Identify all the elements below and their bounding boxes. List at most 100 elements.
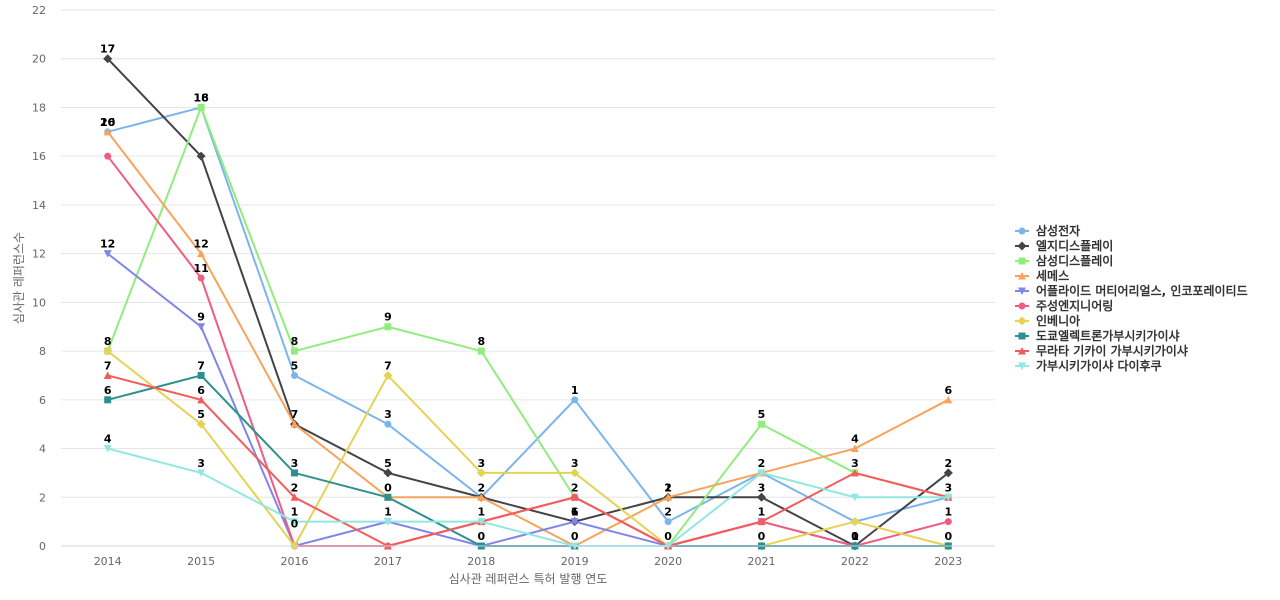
data-label: 1 [944, 506, 952, 519]
legend-marker [1018, 257, 1026, 265]
data-label: 4 [851, 433, 859, 446]
data-label: 12 [193, 238, 208, 251]
data-point [850, 493, 859, 502]
data-label: 2 [571, 481, 579, 494]
data-point [384, 493, 392, 501]
data-point [104, 396, 112, 404]
y-tick-label: 20 [32, 53, 46, 66]
data-label: 5 [197, 408, 205, 421]
x-tick-label: 2014 [94, 555, 122, 568]
y-axis-title: 심사관 레퍼런스수 [12, 232, 26, 324]
legend-label: 무라타 기카이 가부시키가이샤 [1036, 343, 1188, 358]
x-axis-title: 심사관 레퍼런스 특허 발행 연도 [449, 571, 608, 586]
data-point [664, 493, 673, 501]
series-1[interactable] [104, 103, 952, 526]
legend-label: 주성엔지니어링 [1036, 298, 1113, 313]
legend-marker [1018, 347, 1026, 355]
data-label: 1 [477, 506, 485, 519]
legend-item[interactable]: 주성엔지니어링 [1015, 298, 1113, 313]
legend-marker [1018, 272, 1026, 280]
legend-label: 삼성전자 [1036, 223, 1080, 238]
data-point [103, 54, 113, 64]
y-tick-label: 2 [39, 491, 46, 504]
legend-item[interactable]: 무라타 기카이 가부시키가이샤 [1015, 343, 1188, 358]
legend-item[interactable]: 가부시키가이샤 다이후쿠 [1015, 358, 1162, 373]
data-label: 3 [384, 408, 392, 421]
data-label: 3 [944, 481, 952, 494]
data-point [383, 468, 393, 478]
data-point [197, 103, 205, 111]
data-point [850, 517, 860, 527]
legend-item[interactable]: 세메스 [1015, 268, 1069, 283]
data-label: 0 [291, 518, 299, 531]
data-label: 2 [664, 481, 672, 494]
data-label: 9 [384, 311, 392, 324]
data-label: 1 [384, 506, 392, 519]
data-label: 1 [571, 506, 579, 519]
data-label: 1 [291, 506, 299, 519]
data-point [850, 444, 859, 453]
data-label: 17 [100, 43, 115, 56]
data-point [103, 371, 112, 379]
data-label: 1 [851, 530, 859, 543]
x-tick-label: 2022 [841, 555, 869, 568]
data-label: 3 [851, 457, 859, 470]
data-point [757, 492, 766, 502]
data-point [944, 518, 952, 526]
x-tick-label: 2023 [934, 555, 962, 568]
data-point [196, 151, 206, 161]
legend-item[interactable]: 삼성디스플레이 [1015, 253, 1113, 268]
data-point [103, 250, 112, 258]
data-point [477, 493, 486, 501]
legend-item[interactable]: 도쿄엘렉트론가부시키가이샤 [1015, 328, 1180, 343]
legend-marker [1018, 302, 1026, 310]
series-line [107, 374, 949, 548]
data-label: 6 [197, 384, 205, 397]
y-tick-label: 0 [39, 540, 46, 553]
data-point [477, 347, 485, 355]
series-line [107, 350, 949, 548]
data-label: 4 [104, 433, 112, 446]
data-point [571, 396, 579, 404]
data-label: 3 [197, 457, 205, 470]
legend-item[interactable]: 어플라이드 머티어리얼스, 인코포레이티드 [1015, 283, 1248, 298]
legend-item[interactable]: 인베니아 [1015, 313, 1080, 328]
data-point [477, 518, 486, 526]
data-point [104, 152, 112, 160]
legend-label: 가부시키가이샤 다이후쿠 [1036, 358, 1162, 373]
data-point [757, 469, 766, 477]
legend-marker [1018, 287, 1026, 295]
data-label: 0 [384, 481, 392, 494]
data-label: 0 [851, 530, 859, 543]
data-label: 8 [477, 335, 485, 348]
data-point [944, 493, 953, 502]
data-point [197, 249, 206, 258]
data-label: 9 [197, 311, 205, 324]
data-point [850, 468, 859, 477]
series-3[interactable] [104, 103, 952, 550]
legend-item[interactable]: 삼성전자 [1015, 223, 1080, 238]
x-tick-label: 2015 [187, 555, 215, 568]
legend-item[interactable]: 엘지디스플레이 [1015, 238, 1113, 253]
data-point [290, 420, 299, 428]
legend-label: 엘지디스플레이 [1036, 238, 1113, 253]
data-label: 1 [571, 384, 579, 397]
data-point [943, 468, 953, 478]
data-point [103, 127, 112, 136]
series-line [107, 447, 949, 547]
data-point [291, 347, 298, 355]
y-tick-label: 12 [32, 248, 46, 261]
data-point [383, 518, 392, 526]
legend-label: 도쿄엘렉트론가부시키가이샤 [1036, 328, 1180, 343]
data-point [291, 469, 298, 477]
y-axis: 0 2 4 6 8 10 12 14 16 18 20 22 [32, 4, 46, 553]
data-label: 3 [291, 457, 299, 470]
legend-marker [1018, 362, 1026, 370]
data-label: 20 [100, 116, 116, 129]
data-point [290, 493, 299, 501]
data-label: 8 [291, 335, 299, 348]
data-point [944, 395, 953, 404]
data-label: 12 [100, 238, 115, 251]
